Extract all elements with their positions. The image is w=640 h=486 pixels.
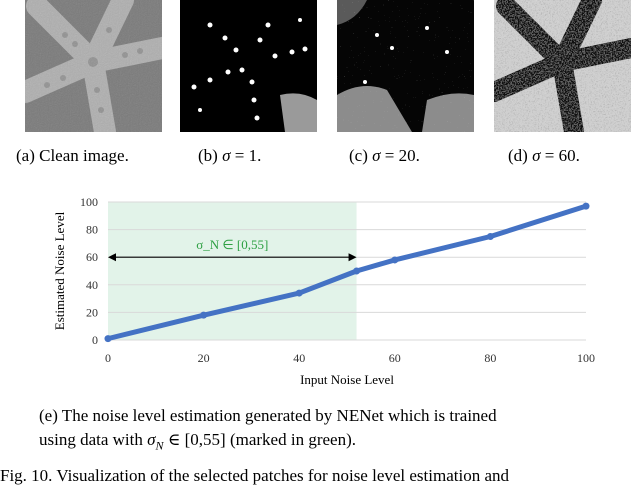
image-clean — [25, 0, 162, 132]
noise-estimation-chart: 0 20 40 60 80 100 0 20 40 60 80 100 Input Noise Leve… — [52, 195, 595, 387]
data-point — [295, 289, 303, 297]
y-tick-label: 40 — [86, 278, 98, 292]
y-tick-label: 60 — [86, 250, 98, 264]
x-tick-label: 0 — [105, 351, 111, 365]
y-tick-label: 0 — [92, 333, 98, 347]
figure-caption: (e) The noise level estimation generated… — [39, 404, 497, 457]
figure-title-line: Fig. 10. Visualization of the selected p… — [0, 466, 510, 485]
subcaption-c: (c) σ = 20. — [349, 146, 420, 165]
image-sigma-20 — [337, 0, 474, 132]
subcaption-a: (a) Clean image. — [16, 146, 129, 165]
subcaption-b: (b) σ = 1. — [198, 146, 262, 165]
y-tick-label: 100 — [80, 195, 98, 209]
annotation-label: σ_N ∈ [0,55] — [196, 237, 268, 252]
data-point — [104, 335, 112, 343]
shaded-training-region — [108, 202, 357, 340]
y-tick-label: 80 — [86, 223, 98, 237]
image-sigma-1 — [180, 0, 317, 132]
annotation-arrow-head-right — [348, 253, 357, 262]
y-axis-label: Estimated Noise Level — [52, 211, 67, 330]
data-point — [200, 311, 208, 319]
subcaption-d: (d) σ = 60. — [508, 146, 580, 165]
x-tick-label: 100 — [577, 351, 595, 365]
x-axis-label: Input Noise Level — [300, 372, 394, 387]
x-tick-label: 20 — [198, 351, 210, 365]
data-point — [582, 202, 590, 210]
image-sigma-60 — [494, 0, 631, 132]
data-point — [391, 256, 399, 264]
caption-line-1: (e) The noise level estimation generated… — [39, 406, 497, 425]
annotation-arrow-head-left — [108, 253, 116, 262]
x-tick-label: 80 — [484, 351, 496, 365]
data-point — [486, 233, 494, 240]
caption-line-2: using data with σN ∈ [0,55] (marked in g… — [39, 430, 356, 453]
data-point — [353, 267, 361, 275]
x-tick-label: 40 — [293, 351, 305, 365]
y-tick-label: 20 — [86, 305, 98, 319]
x-tick-label: 60 — [389, 351, 401, 365]
